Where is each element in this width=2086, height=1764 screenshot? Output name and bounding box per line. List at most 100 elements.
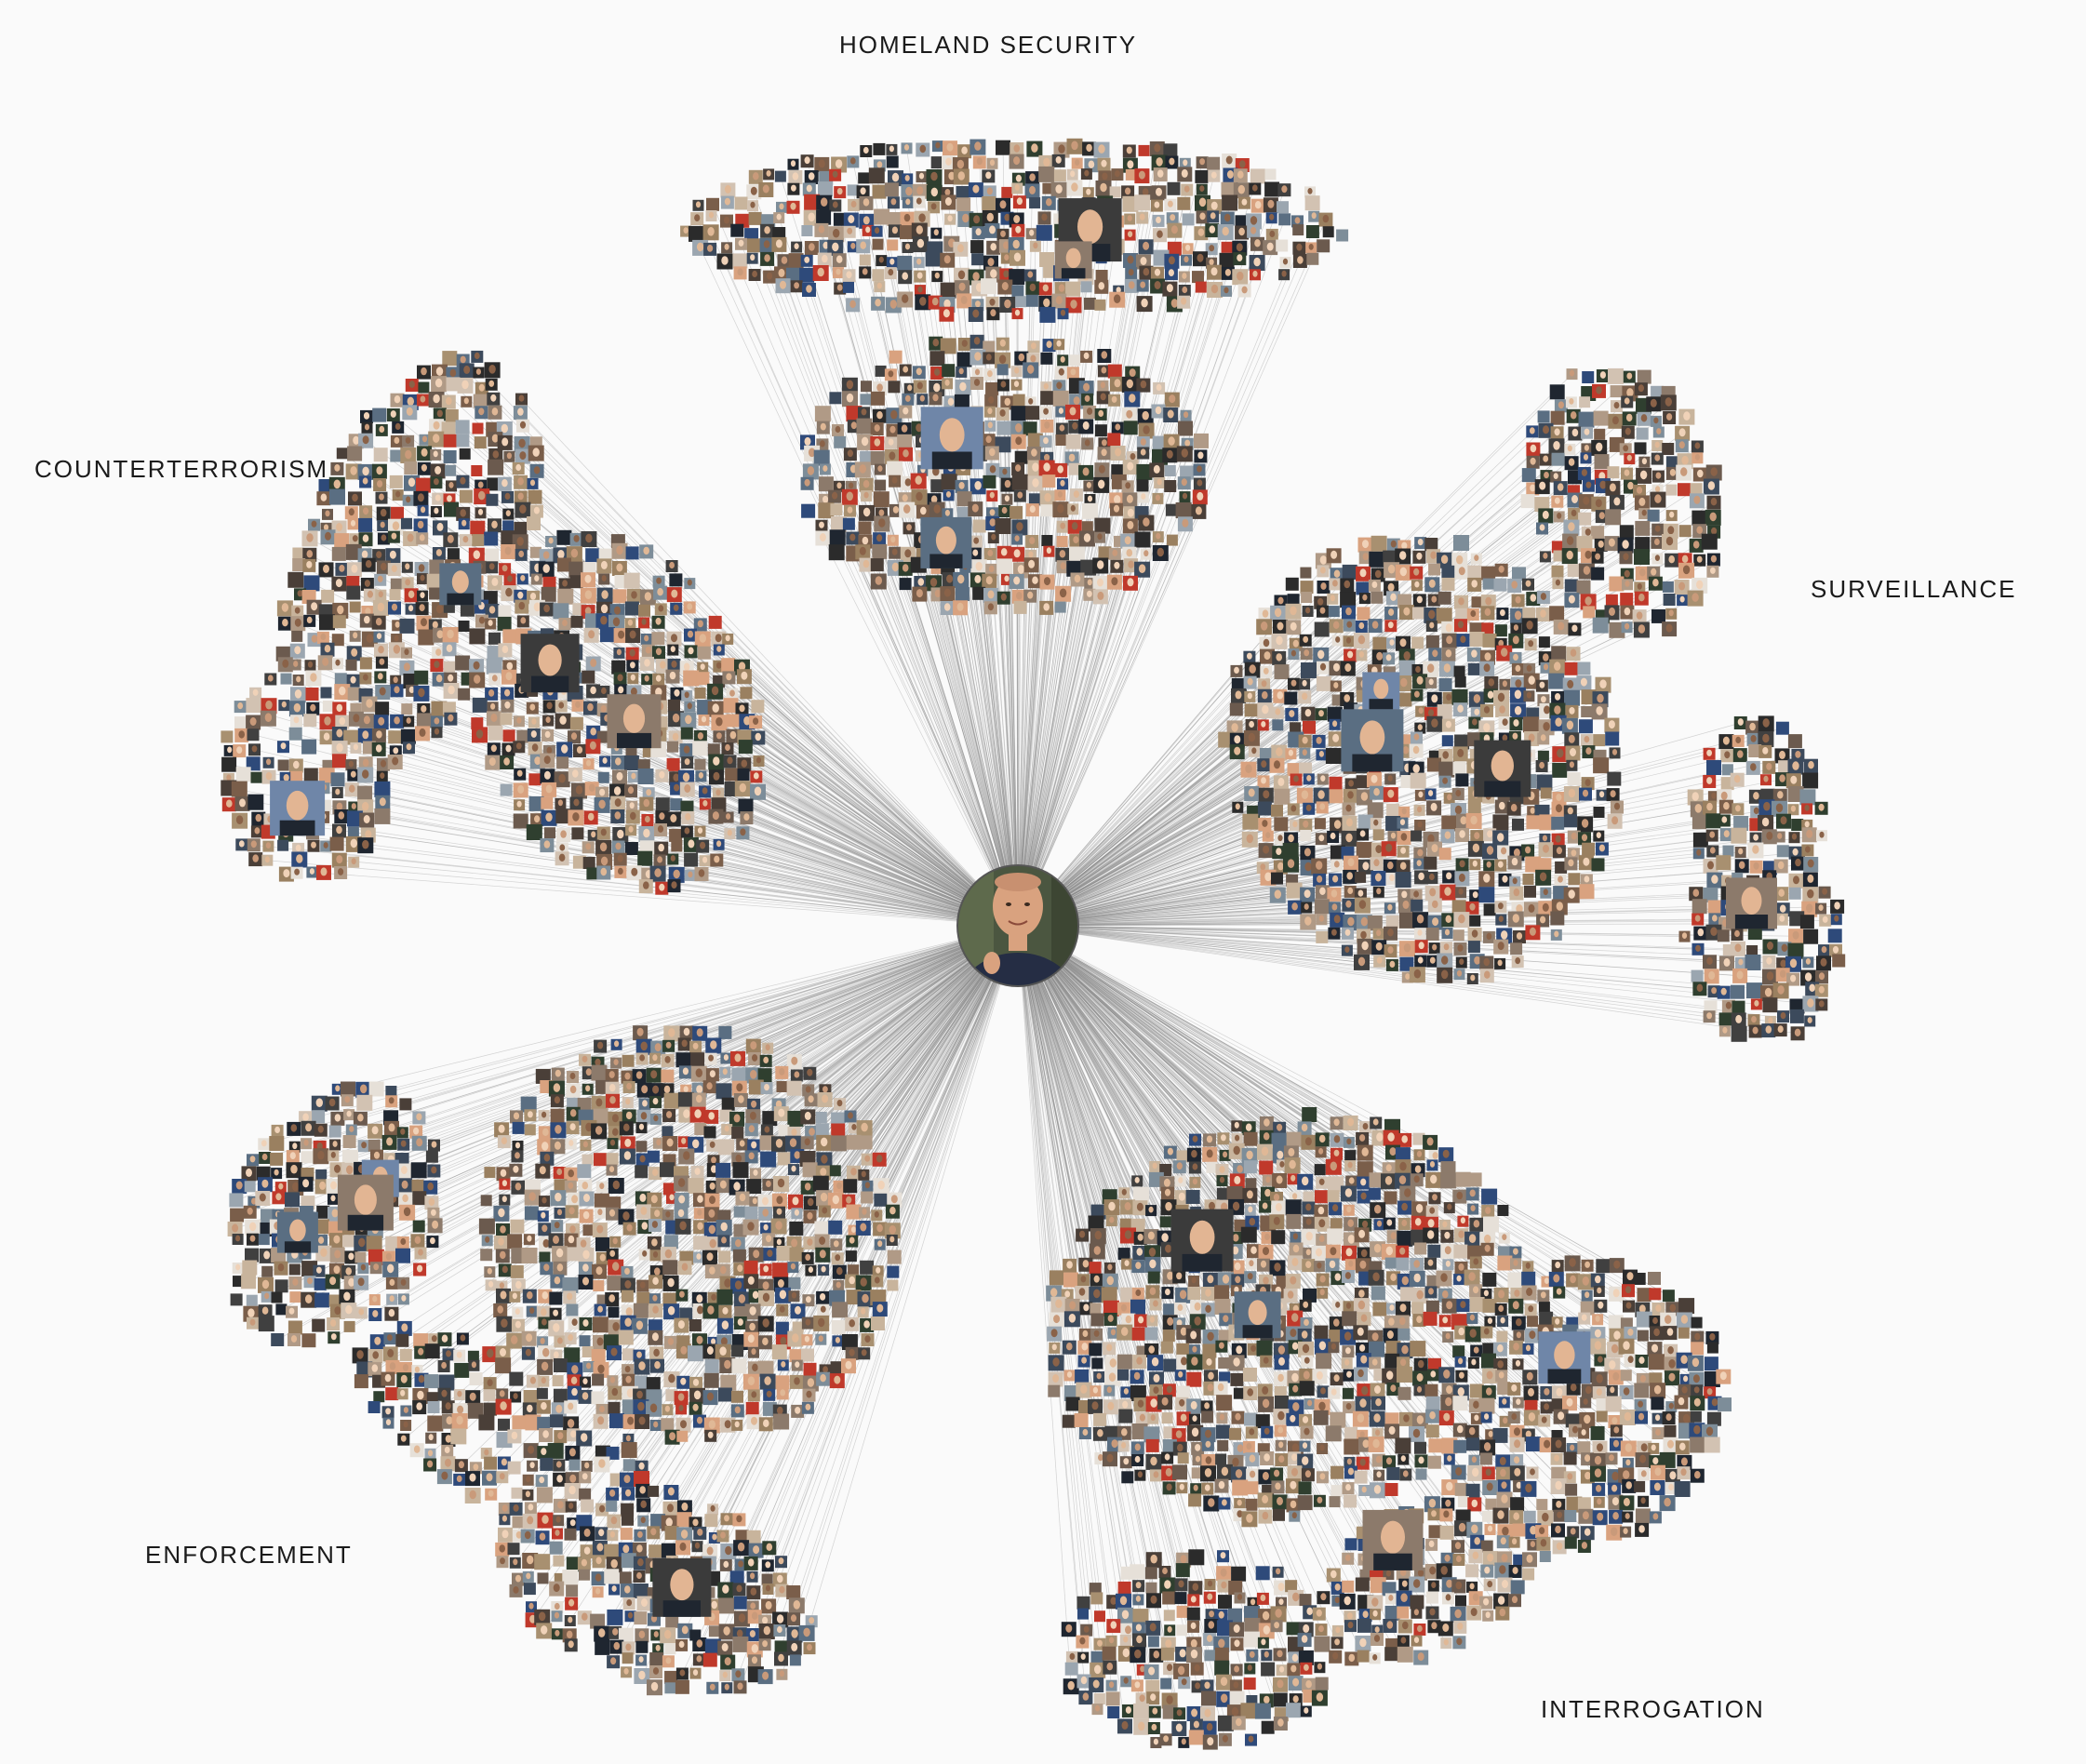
profile-thumbnail[interactable] bbox=[897, 434, 913, 449]
profile-thumbnail[interactable] bbox=[527, 516, 541, 530]
profile-thumbnail[interactable] bbox=[669, 828, 683, 842]
profile-thumbnail[interactable] bbox=[1371, 535, 1387, 552]
profile-thumbnail[interactable] bbox=[818, 476, 834, 492]
profile-thumbnail[interactable] bbox=[1039, 252, 1055, 267]
profile-thumbnail[interactable] bbox=[1040, 391, 1055, 406]
profile-thumbnail[interactable] bbox=[357, 785, 373, 801]
profile-thumbnail[interactable] bbox=[374, 781, 391, 797]
profile-thumbnail[interactable] bbox=[706, 197, 719, 211]
profile-thumbnail[interactable] bbox=[443, 450, 457, 463]
profile-thumbnail[interactable] bbox=[684, 852, 699, 867]
profile-thumbnail[interactable] bbox=[1001, 186, 1013, 198]
profile-thumbnail[interactable] bbox=[301, 739, 317, 755]
profile-thumbnail[interactable] bbox=[444, 661, 455, 673]
profile-thumbnail[interactable] bbox=[816, 209, 832, 225]
profile-thumbnail[interactable] bbox=[1306, 252, 1319, 265]
profile-thumbnail[interactable] bbox=[485, 548, 500, 563]
profile-thumbnail[interactable] bbox=[1042, 474, 1056, 488]
profile-thumbnail[interactable] bbox=[774, 170, 786, 182]
profile-thumbnail[interactable] bbox=[1250, 168, 1265, 184]
profile-thumbnail[interactable] bbox=[1065, 434, 1081, 449]
profile-thumbnail[interactable] bbox=[1040, 352, 1053, 365]
profile-thumbnail[interactable] bbox=[887, 212, 902, 226]
profile-thumbnail[interactable] bbox=[1412, 607, 1424, 620]
profile-thumbnail[interactable] bbox=[513, 813, 528, 829]
profile-thumbnail[interactable] bbox=[1564, 579, 1578, 593]
profile-thumbnail[interactable] bbox=[1665, 484, 1678, 496]
profile-thumbnail[interactable] bbox=[455, 420, 470, 434]
profile-thumbnail[interactable] bbox=[1081, 521, 1093, 533]
profile-thumbnail[interactable] bbox=[624, 601, 639, 616]
profile-thumbnail[interactable] bbox=[956, 352, 972, 368]
profile-thumbnail[interactable] bbox=[469, 628, 486, 645]
profile-thumbnail[interactable] bbox=[818, 181, 833, 197]
profile-thumbnail[interactable] bbox=[738, 740, 753, 755]
profile-thumbnail[interactable] bbox=[401, 703, 413, 715]
profile-thumbnail[interactable] bbox=[899, 578, 912, 591]
profile-thumbnail[interactable] bbox=[751, 700, 765, 714]
profile-thumbnail[interactable] bbox=[1549, 606, 1565, 621]
profile-thumbnail[interactable] bbox=[870, 391, 885, 406]
profile-thumbnail[interactable] bbox=[1549, 384, 1565, 400]
profile-thumbnail[interactable] bbox=[813, 449, 830, 466]
profile-thumbnail[interactable] bbox=[1424, 538, 1438, 551]
profile-thumbnail[interactable] bbox=[373, 448, 388, 462]
profile-thumbnail[interactable] bbox=[375, 702, 390, 716]
profile-thumbnail[interactable] bbox=[740, 687, 753, 700]
profile-thumbnail[interactable] bbox=[875, 479, 887, 491]
profile-thumbnail[interactable] bbox=[1107, 433, 1121, 447]
profile-thumbnail[interactable] bbox=[1357, 607, 1371, 621]
profile-thumbnail[interactable] bbox=[1647, 509, 1660, 522]
profile-thumbnail[interactable] bbox=[1481, 566, 1496, 581]
profile-thumbnail[interactable] bbox=[1177, 196, 1191, 210]
profile-thumbnail[interactable] bbox=[1278, 213, 1291, 226]
profile-thumbnail[interactable] bbox=[1010, 406, 1026, 421]
profile-thumbnail[interactable] bbox=[1012, 394, 1025, 407]
profile-thumbnail[interactable] bbox=[612, 589, 627, 604]
profile-thumbnail[interactable] bbox=[1591, 567, 1605, 581]
profile-thumbnail[interactable] bbox=[868, 167, 885, 184]
profile-thumbnail[interactable] bbox=[320, 687, 332, 699]
profile-thumbnail[interactable] bbox=[829, 529, 846, 546]
profile-thumbnail[interactable] bbox=[1014, 450, 1028, 464]
profile-thumbnail[interactable] bbox=[1342, 564, 1357, 580]
profile-thumbnail[interactable] bbox=[982, 196, 996, 210]
profile-thumbnail[interactable] bbox=[1040, 504, 1053, 517]
profile-thumbnail[interactable] bbox=[401, 517, 412, 529]
profile-thumbnail[interactable] bbox=[955, 587, 969, 601]
profile-thumbnail[interactable] bbox=[416, 713, 432, 728]
profile-thumbnail[interactable] bbox=[655, 797, 670, 812]
profile-thumbnail[interactable] bbox=[1304, 195, 1320, 211]
profile-thumbnail[interactable] bbox=[930, 156, 943, 169]
profile-thumbnail[interactable] bbox=[280, 673, 292, 685]
profile-thumbnail[interactable] bbox=[1678, 525, 1692, 538]
profile-thumbnail[interactable] bbox=[1134, 531, 1151, 548]
profile-thumbnail[interactable] bbox=[569, 716, 583, 730]
profile-thumbnail[interactable] bbox=[900, 225, 914, 240]
profile-thumbnail[interactable] bbox=[455, 655, 471, 671]
profile-thumbnail[interactable] bbox=[873, 491, 889, 508]
profile-thumbnail[interactable] bbox=[1167, 241, 1182, 256]
profile-thumbnail[interactable] bbox=[996, 140, 1010, 155]
profile-thumbnail[interactable] bbox=[1041, 535, 1053, 546]
profile-thumbnail[interactable] bbox=[1264, 168, 1277, 180]
profile-thumbnail[interactable] bbox=[347, 826, 359, 838]
profile-thumbnail[interactable] bbox=[981, 278, 996, 295]
profile-thumbnail[interactable] bbox=[600, 627, 615, 643]
profile-thumbnail[interactable] bbox=[1441, 577, 1455, 591]
profile-thumbnail[interactable] bbox=[884, 182, 899, 197]
profile-thumbnail[interactable] bbox=[346, 585, 361, 600]
profile-thumbnail[interactable] bbox=[942, 364, 956, 378]
profile-thumbnail[interactable] bbox=[1371, 591, 1384, 604]
profile-thumbnail[interactable] bbox=[502, 520, 515, 532]
profile-thumbnail[interactable] bbox=[1011, 285, 1024, 298]
profile-thumbnail[interactable] bbox=[1369, 551, 1385, 568]
profile-thumbnail[interactable] bbox=[416, 477, 431, 493]
profile-thumbnail[interactable] bbox=[721, 658, 736, 673]
profile-thumbnail[interactable] bbox=[1340, 592, 1357, 608]
profile-thumbnail[interactable] bbox=[1521, 468, 1536, 483]
profile-thumbnail[interactable] bbox=[1692, 510, 1707, 526]
profile-thumbnail[interactable] bbox=[474, 436, 487, 449]
profile-thumbnail[interactable] bbox=[707, 743, 720, 756]
profile-thumbnail[interactable] bbox=[1437, 591, 1451, 605]
